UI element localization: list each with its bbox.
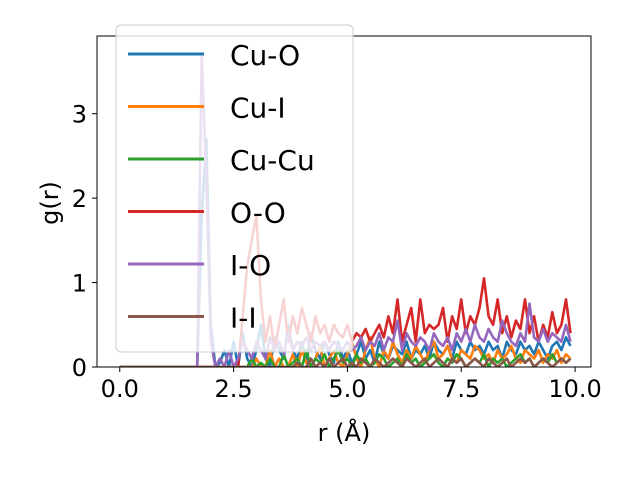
y-tick-label: 1: [72, 270, 87, 298]
legend-label-i-o: I-O: [230, 249, 271, 282]
y-axis-label: g(r): [36, 181, 64, 225]
x-tick-label: 10.0: [548, 375, 601, 403]
legend-label-o-o: O-O: [230, 197, 286, 230]
x-axis: 0.0 2.5 5.0 7.5 10.0: [101, 367, 602, 403]
legend-label-i-i: I-I: [230, 302, 257, 335]
legend-label-cu-o: Cu-O: [230, 39, 300, 72]
series-line-cu-o: [119, 137, 572, 367]
legend: Cu-O Cu-I Cu-Cu O-O I-O I-I: [115, 24, 354, 353]
y-tick-label: 3: [72, 101, 87, 129]
y-tick-label: 0: [72, 354, 87, 382]
x-tick-label: 2.5: [215, 375, 253, 403]
legend-label-cu-i: Cu-I: [230, 92, 286, 125]
x-tick-label: 7.5: [442, 375, 480, 403]
x-tick-label: 0.0: [101, 375, 139, 403]
x-axis-label: r (Å): [318, 418, 371, 447]
y-axis: 0 1 2 3: [72, 101, 97, 382]
legend-label-cu-cu: Cu-Cu: [230, 144, 315, 177]
x-tick-label: 5.0: [328, 375, 366, 403]
series-line-i-i: [119, 357, 572, 367]
y-tick-label: 2: [72, 185, 87, 213]
